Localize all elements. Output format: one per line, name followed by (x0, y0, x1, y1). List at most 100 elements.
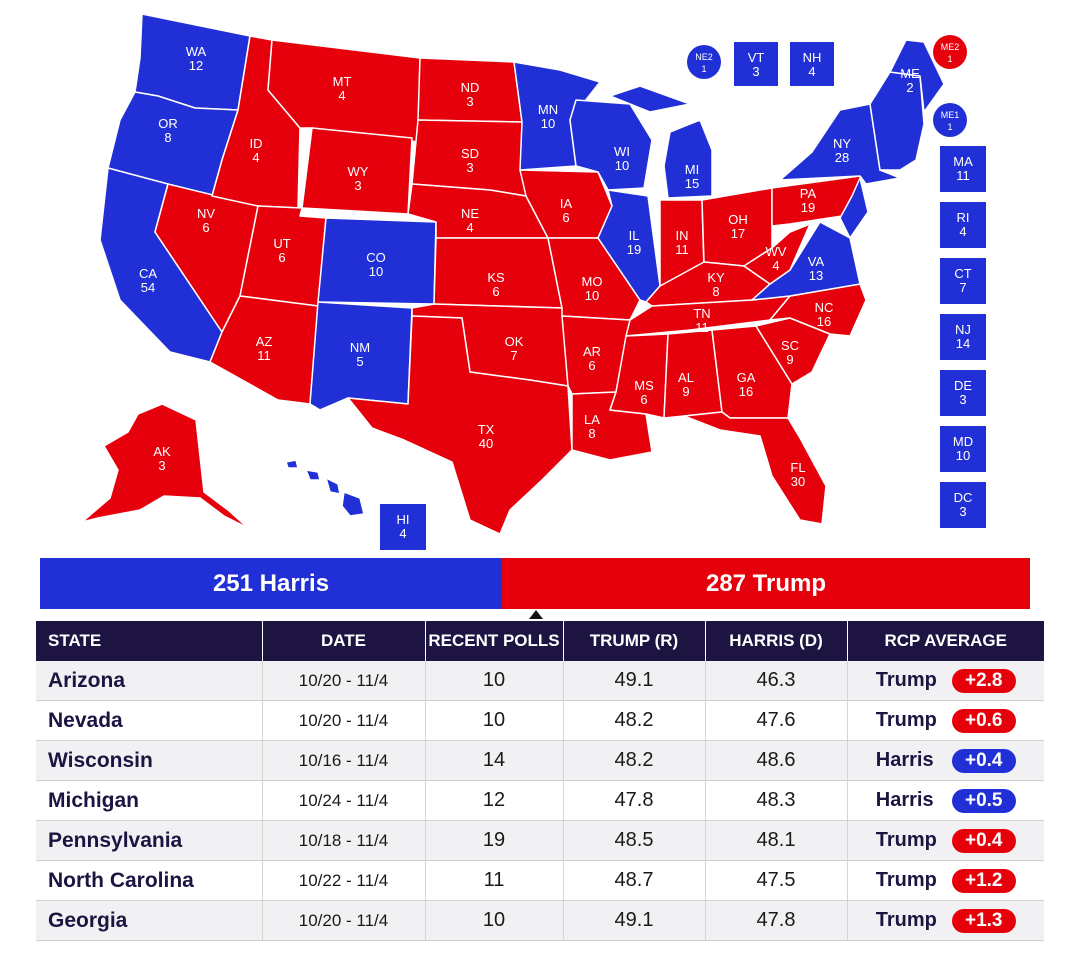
state-hi-2[interactable] (305, 469, 321, 481)
header-rcp-average[interactable]: RCP AVERAGE (847, 621, 1044, 661)
label-tx-abbr: TX (478, 422, 495, 437)
label-co-abbr: CO (366, 250, 386, 265)
label-wy-ev: 3 (354, 178, 361, 193)
label-il-abbr: IL (629, 228, 640, 243)
label-mi-ev: 15 (685, 176, 699, 191)
label-al-abbr: AL (678, 370, 694, 385)
label-mo-abbr: MO (582, 274, 603, 289)
label-sd-abbr: SD (461, 146, 479, 161)
label-ca-ev: 54 (141, 280, 155, 295)
row-rcp-average: Harris +0.5 (847, 780, 1044, 821)
callout-ri-ev: 4 (959, 224, 966, 239)
callout-dc-abbr: DC (954, 490, 973, 505)
state-wv[interactable] (743, 223, 811, 285)
state-tx[interactable] (347, 315, 573, 535)
callout-de[interactable]: DE3 (940, 370, 986, 416)
callout-ri[interactable]: RI4 (940, 202, 986, 248)
table-row[interactable]: Michigan 10/24 - 11/4 12 47.8 48.3 Harris +0.5 (36, 780, 1044, 821)
state-hi-1[interactable] (285, 459, 299, 469)
label-tx-ev: 40 (479, 436, 493, 451)
state-new-england[interactable] (869, 71, 925, 171)
label-pa-abbr: PA (800, 186, 817, 201)
state-me[interactable] (889, 39, 945, 113)
label-in-ev: 11 (675, 242, 689, 257)
label-va-ev: 13 (809, 268, 823, 283)
row-spread-badge: +0.4 (951, 828, 1016, 853)
table-body: Arizona 10/20 - 11/4 10 49.1 46.3 Trump +2.8 Ne… (36, 661, 1044, 941)
label-ks-abbr: KS (487, 270, 505, 285)
label-ok-ev: 7 (510, 348, 517, 363)
callout-me1-badge (933, 103, 967, 137)
table-row[interactable]: Arizona 10/20 - 11/4 10 49.1 46.3 Trump +2.8 (36, 661, 1044, 701)
state-sc[interactable] (755, 317, 831, 385)
label-ia-abbr: IA (560, 196, 573, 211)
label-ne-ev: 4 (466, 220, 473, 235)
callout-me2-abbr: ME2 (941, 42, 960, 52)
label-la-abbr: LA (584, 412, 600, 427)
callout-hi[interactable]: HI4 (380, 504, 426, 550)
state-hi-4[interactable] (341, 491, 365, 517)
state-mi-up[interactable] (609, 85, 691, 113)
state-il[interactable] (597, 189, 661, 303)
label-fl-ev: 30 (791, 474, 805, 489)
header-recent-polls[interactable]: RECENT POLLS (425, 621, 564, 661)
label-va-abbr: VA (808, 254, 825, 269)
row-leader: Trump (875, 668, 937, 691)
callout-nh[interactable]: NH4 (790, 42, 834, 86)
table-row[interactable]: Wisconsin 10/16 - 11/4 14 48.2 48.6 Harris +0.… (36, 740, 1044, 781)
label-mt-ev: 4 (338, 88, 345, 103)
row-date: 10/22 - 11/4 (262, 860, 426, 901)
callout-nh-ev: 4 (808, 64, 815, 79)
callout-ct[interactable]: CT7 (940, 258, 986, 304)
state-mid-atlantic[interactable] (839, 177, 869, 239)
row-date: 10/20 - 11/4 (262, 900, 426, 941)
row-state: North Carolina (36, 860, 263, 901)
callout-dc[interactable]: DC3 (940, 482, 986, 528)
trump-total-label: 287 Trump (705, 569, 827, 597)
table-row[interactable]: Nevada 10/20 - 11/4 10 48.2 47.6 Trump +0.6 (36, 700, 1044, 741)
state-mi[interactable] (663, 119, 713, 199)
callout-vt-abbr: VT (748, 50, 765, 65)
row-polls: 10 (425, 900, 564, 941)
row-rcp-average: Harris +0.4 (847, 740, 1044, 781)
callout-nj-ev: 14 (956, 336, 970, 351)
header-date[interactable]: DATE (262, 621, 426, 661)
row-trump: 48.2 (563, 740, 706, 781)
row-polls: 10 (425, 661, 564, 701)
header-state[interactable]: STATE (36, 621, 263, 661)
270-marker (529, 610, 543, 619)
callout-me1-abbr: ME1 (941, 110, 960, 120)
state-hi-3[interactable] (325, 477, 341, 495)
row-leader: Trump (875, 708, 937, 731)
callout-de-abbr: DE (954, 378, 972, 393)
callout-ne2-abbr: NE2 (695, 52, 713, 62)
label-ut-abbr: UT (273, 236, 290, 251)
label-ny-abbr: NY (833, 136, 851, 151)
table-row[interactable]: Pennsylvania 10/18 - 11/4 19 48.5 48.1 Trump +… (36, 820, 1044, 861)
label-id-ev: 4 (252, 150, 259, 165)
table-row[interactable]: North Carolina 10/22 - 11/4 11 48.7 47.5 Trum… (36, 860, 1044, 901)
label-nc-ev: 16 (817, 314, 831, 329)
table-row[interactable]: Georgia 10/20 - 11/4 10 49.1 47.8 Trump +1.3 (36, 900, 1044, 941)
row-trump: 49.1 (563, 900, 706, 941)
row-harris: 47.5 (705, 860, 848, 901)
label-ak-ev: 3 (158, 458, 165, 473)
row-rcp-average: Trump +1.3 (847, 900, 1044, 941)
row-polls: 11 (425, 860, 564, 901)
label-sd-ev: 3 (466, 160, 473, 175)
label-la-ev: 8 (588, 426, 595, 441)
header-harris[interactable]: HARRIS (D) (705, 621, 848, 661)
callout-vt[interactable]: VT3 (734, 42, 778, 86)
label-ga-ev: 16 (739, 384, 753, 399)
label-or-ev: 8 (164, 130, 171, 145)
header-trump[interactable]: TRUMP (R) (563, 621, 706, 661)
state-fl[interactable] (683, 411, 827, 525)
state-ak[interactable] (81, 403, 249, 529)
